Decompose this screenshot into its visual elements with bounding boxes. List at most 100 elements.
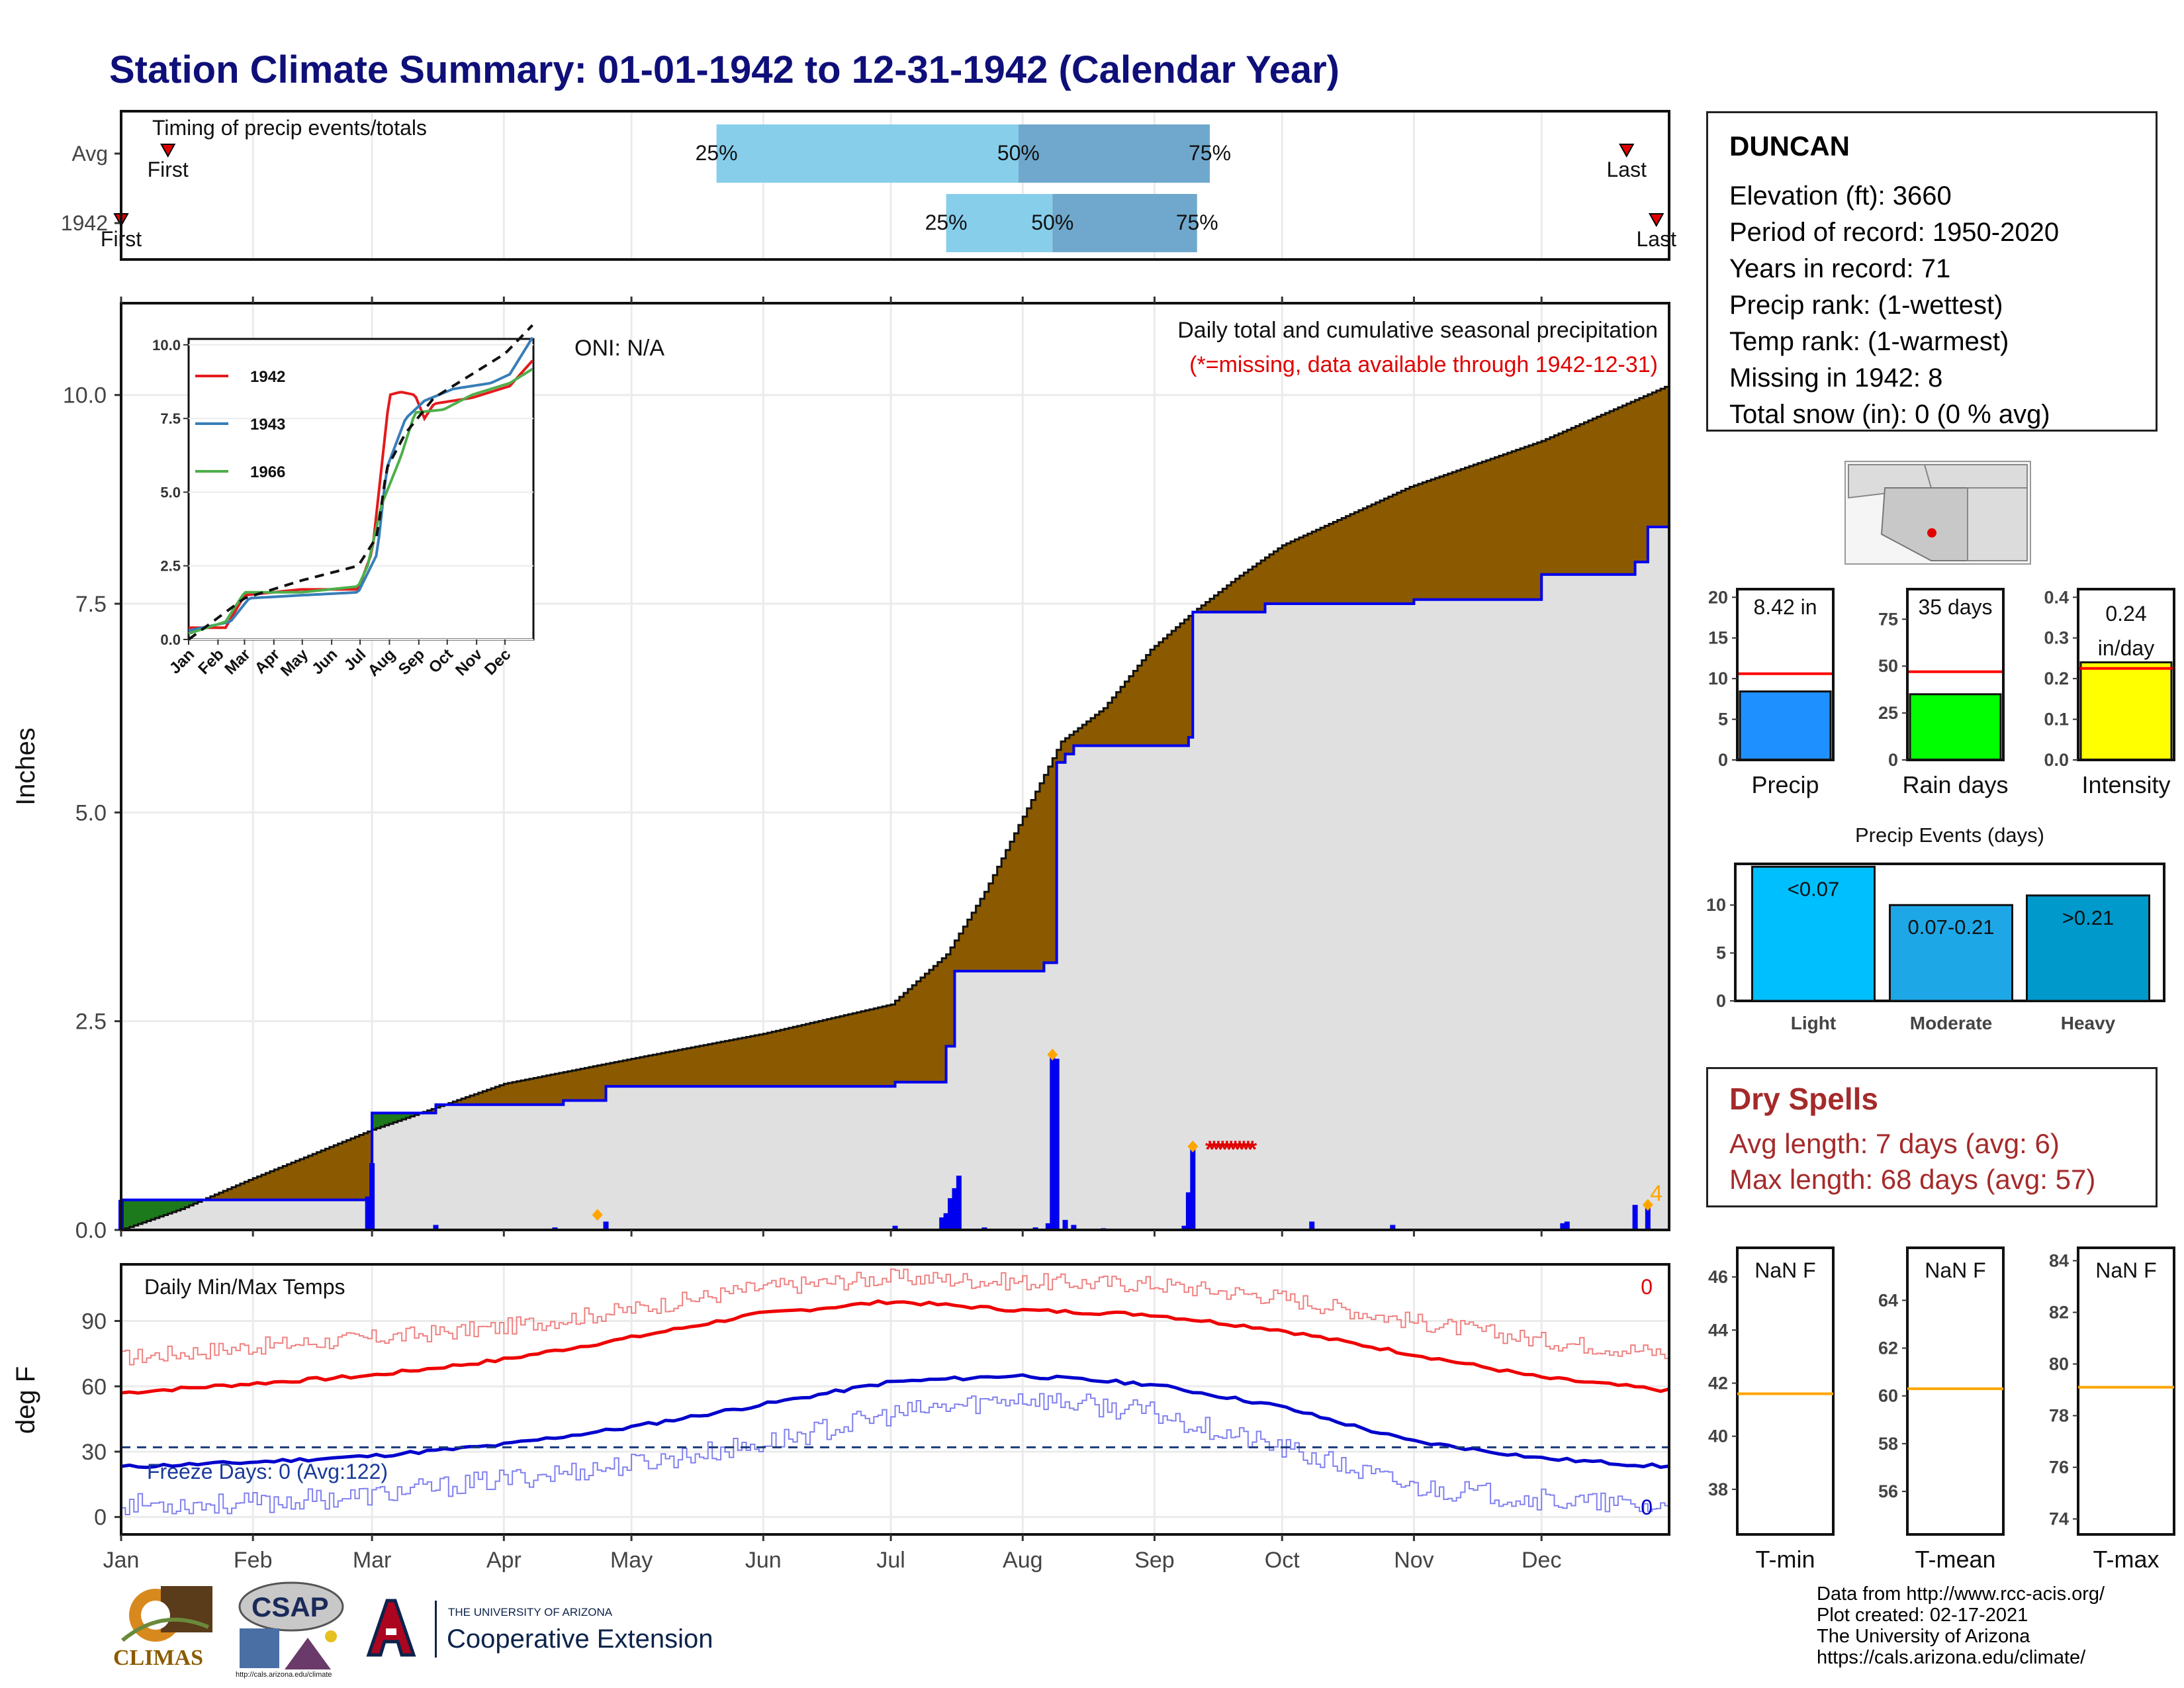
deficit-fill: [1188, 616, 1193, 737]
deficit-fill: [1610, 411, 1615, 575]
missing-day-marker: *: [1226, 1135, 1236, 1162]
temp-panel-bg: [121, 1264, 1669, 1534]
deficit-fill: [1235, 579, 1240, 612]
deficit-fill: [678, 1050, 683, 1087]
deficit-fill: [1635, 400, 1640, 562]
deficit-fill: [742, 1037, 747, 1087]
deficit-fill: [921, 977, 926, 1082]
deficit-fill: [916, 981, 921, 1082]
avg-min-line: [120, 1373, 1670, 1470]
deficit-fill: [925, 973, 930, 1082]
deficit-fill: [1023, 816, 1028, 972]
month-label: Apr: [486, 1548, 522, 1573]
deficit-fill: [614, 1062, 619, 1087]
deficit-fill: [1099, 711, 1104, 746]
deficit-fill: [976, 906, 981, 972]
deficit-fill: [1469, 466, 1475, 600]
deficit-fill: [218, 1192, 224, 1200]
deficit-fill: [772, 1031, 777, 1087]
deficit-fill: [818, 1021, 823, 1087]
events-bar-label: 0.07-0.21: [1908, 915, 1995, 939]
deficit-fill: [886, 1005, 891, 1087]
deficit-fill: [1065, 738, 1070, 755]
deficit-fill: [1661, 389, 1666, 528]
deficit-fill: [469, 1096, 475, 1105]
daily-precip-bar: [1050, 1055, 1056, 1230]
deficit-fill: [691, 1047, 696, 1087]
deficit-fill: [809, 1023, 815, 1087]
deficit-fill: [1345, 516, 1351, 604]
deficit-fill: [576, 1069, 581, 1101]
deficit-fill: [1639, 398, 1645, 562]
deficit-fill: [751, 1036, 756, 1087]
deficit-fill: [1073, 731, 1079, 746]
deficit-fill: [682, 1049, 688, 1087]
deficit-fill: [1210, 598, 1215, 612]
deficit-fill: [1226, 585, 1232, 612]
deficit-fill: [1052, 758, 1058, 963]
deficit-fill: [882, 1006, 887, 1087]
timing-bar-upper-half: [1018, 124, 1210, 183]
daily-precip-bar: [603, 1221, 609, 1230]
gauge-name-label: Intensity: [2081, 771, 2170, 798]
deficit-fill: [338, 1143, 343, 1200]
gauge-value-label: 35 days: [1918, 595, 1992, 619]
deficit-fill: [359, 1135, 364, 1200]
deficit-fill: [482, 1091, 488, 1105]
inset-legend-label: 1942: [250, 368, 285, 386]
events-bar-label: <0.07: [1788, 877, 1839, 900]
deficit-fill: [1324, 526, 1330, 604]
surplus-fill: [146, 1199, 152, 1221]
deficit-fill: [512, 1082, 518, 1105]
deficit-fill: [457, 1100, 462, 1105]
gauge-ytick-label: 15: [1708, 628, 1728, 648]
deficit-fill: [1184, 620, 1189, 746]
temp-ytick-label: 30: [81, 1440, 107, 1465]
deficit-fill: [1622, 405, 1627, 575]
timing-p50-label: 50%: [1031, 211, 1073, 234]
deficit-fill: [984, 892, 989, 972]
climas-text: CLIMAS: [113, 1646, 204, 1670]
deficit-fill: [295, 1160, 300, 1200]
deficit-fill: [993, 874, 998, 972]
precip-ytick-label: 5.0: [75, 800, 107, 825]
avg-cumulative-line: [121, 385, 1670, 1231]
deficit-fill: [716, 1043, 721, 1087]
deficit-fill: [1550, 437, 1555, 575]
gauge-ytick-label: 0.2: [2044, 669, 2069, 688]
inset-series-1966: [188, 367, 533, 635]
deficit-fill: [695, 1047, 700, 1087]
deficit-fill: [929, 970, 934, 1082]
deficit-fill: [1269, 554, 1274, 604]
ua-divider: [435, 1601, 437, 1658]
deficit-fill: [954, 940, 960, 972]
temp-gauge-ytick-label: 78: [2049, 1406, 2069, 1426]
deficit-fill: [1316, 530, 1321, 604]
deficit-fill: [1567, 430, 1572, 575]
deficit-fill: [831, 1018, 837, 1087]
inset-ytick-label: 7.5: [160, 410, 181, 427]
surplus-fill: [180, 1199, 185, 1209]
deficit-fill: [1061, 741, 1066, 763]
deficit-fill: [933, 966, 938, 1082]
surplus-fill: [176, 1199, 181, 1211]
deficit-fill: [1231, 582, 1236, 612]
temp-gauge-value-label: NaN F: [2095, 1258, 2156, 1282]
precip-panel-border: [120, 302, 1670, 1231]
station-temp-rank: Temp rank: (1-warmest): [1729, 327, 2009, 356]
temp-gauge-ytick-label: 46: [1708, 1267, 1728, 1287]
deficit-fill: [729, 1040, 734, 1087]
deficit-fill: [248, 1180, 253, 1200]
cumulative-1942-line: [121, 526, 1669, 1201]
deficit-fill: [1516, 449, 1521, 600]
timing-p25-label: 25%: [696, 141, 738, 165]
precip-ytick-label: 7.5: [75, 592, 107, 617]
events-bar-moderate: [1889, 904, 2013, 1002]
missing-count-label: 4: [1650, 1181, 1662, 1206]
deficit-fill: [1461, 469, 1466, 600]
deficit-fill: [236, 1185, 241, 1200]
deficit-fill: [907, 989, 913, 1082]
deficit-fill: [1107, 702, 1113, 746]
deficit-fill: [793, 1027, 798, 1087]
temp-gauge-ytick-label: 62: [1878, 1338, 1898, 1358]
